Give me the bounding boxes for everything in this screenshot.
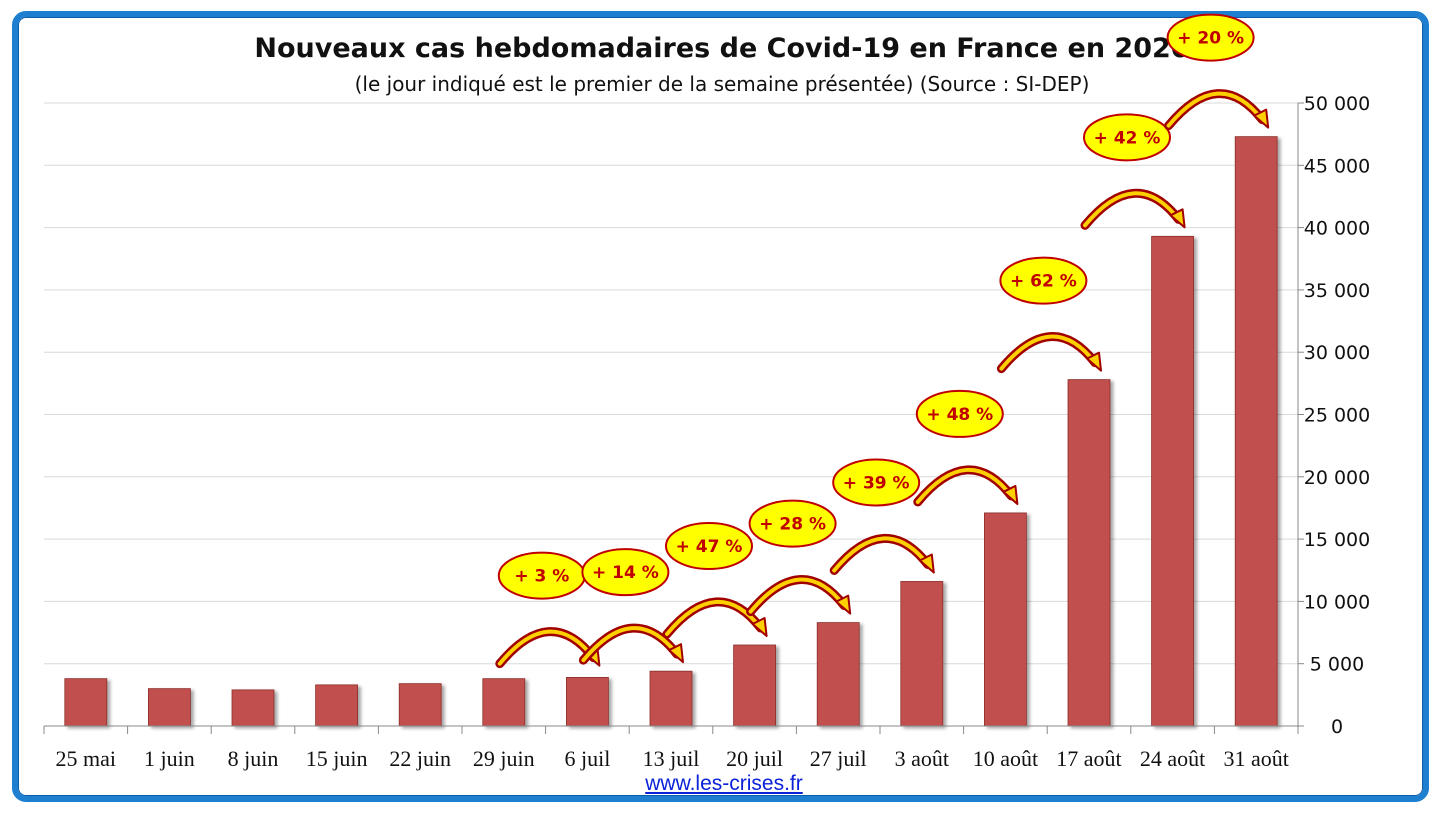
growth-label: + 14 % [592,563,659,583]
growth-arrow [999,334,1097,371]
x-tick-label: 24 août [1140,746,1205,771]
x-tick-label: 8 juin [228,746,279,771]
y-tick-label: 5 000 [1310,654,1364,676]
y-tick-label: 40 000 [1304,218,1370,240]
growth-badge [665,522,753,571]
growth-label: + 62 % [1010,272,1077,292]
arrow-head [668,643,684,664]
x-tick-label: 25 mai [56,746,117,771]
bar [64,678,108,727]
x-tick-label: 22 juin [389,746,451,771]
growth-arrow [497,629,596,666]
x-tick-label: 20 juil [726,746,783,771]
x-tick-label: 3 août [895,746,949,771]
growth-badge [1083,113,1171,162]
bar [1067,379,1111,727]
x-tick-label: 15 juin [306,746,368,771]
y-tick-label: 0 [1331,716,1343,738]
bar [147,688,191,727]
growth-annotations: + 3 % + 14 % + 47 % + 28 % + 39 % + 48 % + 62 … [495,13,1270,669]
growth-arrow [915,467,1014,504]
y-tick-label: 20 000 [1304,467,1370,489]
x-tick-label: 31 août [1224,746,1289,771]
bar [984,512,1027,727]
y-tick-label: 35 000 [1304,280,1370,302]
growth-label: + 20 % [1177,29,1244,49]
x-tick-label: 27 juil [810,746,867,771]
growth-badge [999,256,1088,305]
growth-arrow [581,626,679,663]
source-link[interactable]: www.les-crises.fr [645,772,803,795]
growth-badge [748,499,837,548]
bar [315,684,359,727]
chart-title: Nouveaux cas hebdomadaires de Covid-19 e… [254,33,1189,64]
y-tick-label: 45 000 [1304,155,1370,177]
arrow-head [835,594,852,615]
bar [816,622,860,727]
bar [900,581,944,727]
bar [482,678,526,727]
arrow-head [1253,108,1270,129]
x-tick-label: 1 juin [144,746,195,771]
bar [566,677,609,727]
growth-badge [581,548,670,597]
growth-label: + 48 % [926,405,993,425]
y-axis-ticks: 0 5 000 10 000 15 000 20 000 25 000 30 000 35 0… [1298,93,1370,738]
bar [398,683,442,727]
x-axis-ticks: 25 mai 1 juin 8 juin 15 juin 22 juin 29 juin 6… [56,746,1289,771]
growth-label: + 42 % [1094,128,1161,148]
growth-label: + 47 % [676,537,743,557]
growth-label: + 39 % [843,473,910,493]
x-tick-label: 6 juil [564,746,610,771]
arrow-head [1002,484,1019,505]
growth-badge [915,389,1004,438]
growth-badge [1166,13,1255,62]
y-tick-label: 30 000 [1304,342,1370,364]
bar [733,644,776,727]
growth-arrow [832,536,930,573]
x-tick-label: 13 juil [643,746,700,771]
growth-arrow [1083,191,1181,228]
bar [1234,136,1278,727]
arrow-head [1086,351,1102,372]
y-tick-label: 50 000 [1304,93,1370,115]
bars [64,136,1278,727]
y-tick-label: 15 000 [1304,529,1370,551]
arrow-head [1169,208,1186,229]
bar [231,689,275,727]
arrow-head [751,617,768,638]
growth-arrow [748,577,847,614]
x-tick-label: 10 août [973,746,1038,771]
growth-label: + 28 % [759,515,826,535]
growth-arrow [665,600,763,637]
x-tick-label: 29 juin [473,746,535,771]
growth-label: + 3 % [514,567,569,587]
y-tick-label: 10 000 [1304,591,1370,613]
source-footer: www.les-crises.fr [0,772,1448,796]
bar [1151,235,1194,727]
growth-arrow [1166,91,1265,128]
arrow-head [918,553,935,574]
bar [649,670,693,727]
growth-badge [832,458,921,507]
y-tick-label: 25 000 [1304,405,1370,427]
x-tick-label: 17 août [1056,746,1121,771]
chart-subtitle: (le jour indiqué est le premier de la se… [355,72,1090,96]
